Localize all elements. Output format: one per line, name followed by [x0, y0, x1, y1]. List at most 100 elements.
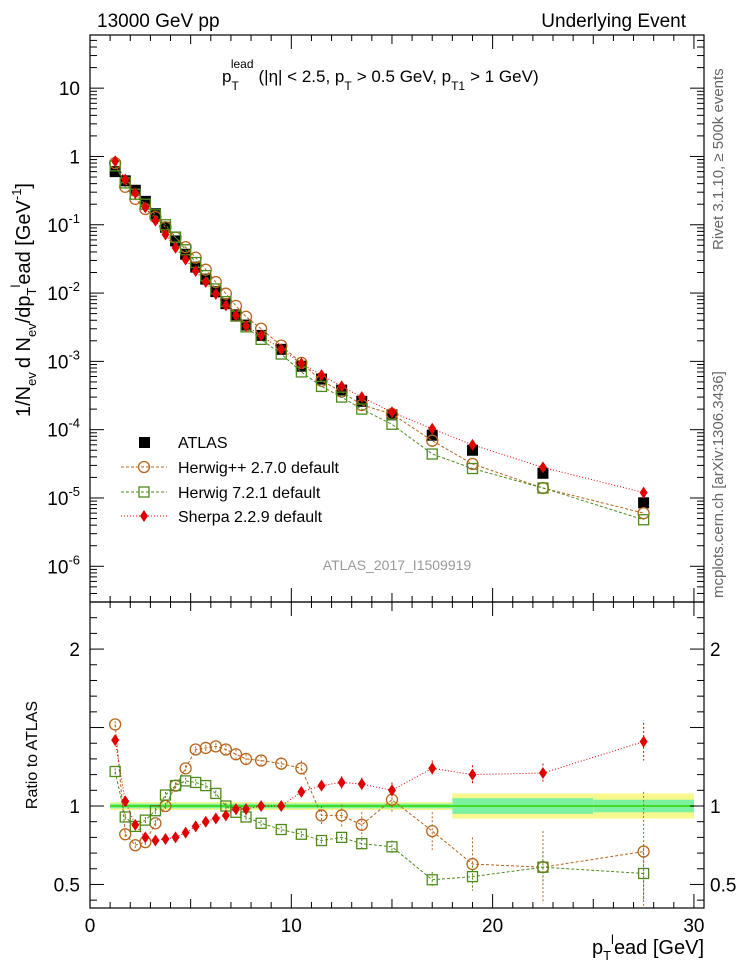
herwigpp-ratio-point — [426, 824, 439, 838]
sherpa-point — [111, 155, 120, 168]
herwig7-ratio-point — [149, 805, 162, 817]
herwigpp-ratio-point — [335, 809, 348, 822]
main-y-tick-label: 10 — [59, 79, 80, 100]
sherpa-point — [428, 422, 437, 435]
herwigpp-ratio-point — [109, 718, 122, 731]
ratio-y-tick-label: 1 — [69, 797, 80, 818]
sherpa-point — [468, 438, 477, 451]
sherpa-point — [171, 241, 180, 254]
sherpa-ratio-point — [211, 812, 220, 825]
sherpa-point — [538, 461, 547, 474]
sherpa-ratio-point — [297, 785, 306, 798]
herwigpp-point — [637, 506, 650, 520]
ratio-line-herwigpp — [114, 724, 644, 868]
ratio-y-tick-label-right: 2 — [710, 640, 721, 661]
herwigpp-ratio-point — [199, 741, 212, 755]
herwigpp-ratio-point — [229, 748, 243, 761]
sherpa-ratio-point — [171, 831, 180, 844]
header-right: Underlying Event — [541, 11, 686, 32]
herwig7-ratio-point — [335, 831, 348, 844]
herwig7-ratio-point — [426, 874, 438, 886]
herwig7-ratio-point — [255, 817, 267, 829]
herwig7-point — [537, 482, 549, 494]
main-y-tick-label: 10-5 — [47, 484, 80, 510]
herwig7-point — [386, 418, 398, 430]
herwigpp-ratio-point — [219, 743, 233, 756]
herwigpp-ratio-point — [254, 754, 268, 767]
ratio-panel: 0.5 0.51 12 20 10 20 30 Ratio to ATLAS pTlead … — [24, 601, 736, 963]
atlas-point — [149, 208, 161, 220]
sherpa-ratio-point — [181, 826, 190, 839]
herwigpp-ratio-point — [179, 762, 192, 775]
atlas-point — [109, 166, 121, 178]
herwig7-ratio-point — [466, 870, 479, 883]
x-tick-label: 10 — [281, 916, 302, 937]
sherpa-ratio-point — [277, 800, 286, 812]
legend-marker-atlas — [139, 437, 150, 448]
sherpa-point — [277, 343, 286, 356]
x-tick-label: 30 — [683, 916, 704, 937]
herwig7-point — [315, 380, 328, 393]
herwig7-ratio-point — [637, 867, 650, 880]
legend-label-herwig7: Herwig 7.2.1 default — [178, 485, 321, 502]
sherpa-ratio-point — [231, 803, 240, 816]
sherpa-ratio-point — [387, 784, 396, 797]
analysis-watermark: ATLAS_2017_I1509919 — [323, 557, 472, 573]
herwig7-point — [426, 448, 438, 460]
sherpa-ratio-point — [357, 778, 366, 791]
sherpa-ratio-point — [538, 767, 547, 780]
herwig7-point — [356, 403, 368, 415]
sherpa-ratio-point — [317, 779, 326, 792]
herwigpp-ratio-point — [355, 818, 368, 831]
herwig7-ratio-point — [139, 814, 152, 826]
sherpa-ratio-point — [221, 809, 230, 822]
main-ticks: 10-6 10-5 10-4 10-3 10-2 10-1 1 10 — [47, 34, 704, 603]
ratio-y-axis-label: Ratio to ATLAS — [24, 701, 41, 809]
herwig7-ratio-point — [159, 789, 172, 801]
herwigpp-ratio-point — [119, 828, 132, 841]
plot-title: pTlead(|η| < 2.5, pT > 0.5 GeV, pT1 > 1 Ge… — [222, 57, 539, 93]
herwigpp-ratio-point — [189, 743, 202, 756]
x-tick-label: 0 — [85, 916, 96, 937]
herwigpp-ratio-point — [466, 857, 479, 871]
mcplots-label: mcplots.cern.ch [arXiv:1306.3436] — [710, 371, 727, 598]
legend-marker-herwigpp — [137, 460, 151, 474]
herwigpp-ratio-point — [169, 779, 182, 792]
sherpa-ratio-point — [337, 776, 346, 789]
sherpa-point — [297, 357, 306, 370]
legend-label-sherpa: Sherpa 2.2.9 default — [178, 509, 323, 526]
herwig7-ratio-point — [356, 838, 368, 850]
sherpa-ratio-point — [242, 803, 251, 816]
main-series — [109, 155, 650, 526]
herwig7-ratio-point — [386, 841, 398, 853]
herwig7-ratio-point — [210, 787, 222, 800]
herwig7-ratio-point — [109, 765, 121, 778]
main-y-axis-label: 1/Nevd Nev/dpTlead [GeV-1] — [8, 183, 39, 417]
herwig7-ratio-point — [200, 779, 212, 792]
x-axis-label: pTlead [GeV] — [592, 932, 704, 963]
ratio-series — [109, 718, 650, 908]
legend-label-atlas: ATLAS — [178, 435, 228, 452]
sherpa-ratio-point — [639, 735, 648, 748]
sherpa-point — [201, 276, 210, 289]
sherpa-point — [191, 265, 200, 278]
ratio-y-tick-label-right: 0.5 — [710, 875, 736, 896]
main-panel: 10-6 10-5 10-4 10-3 10-2 10-1 1 10 pTlead(|η| <… — [8, 34, 705, 603]
sherpa-point — [161, 228, 170, 241]
main-y-tick-label: 10-1 — [47, 211, 80, 237]
sherpa-point — [131, 187, 140, 200]
sherpa-point — [337, 380, 346, 393]
rivet-label: Rivet 3.1.10, ≥ 500k events — [710, 68, 727, 250]
sherpa-point — [317, 369, 326, 382]
sherpa-point — [121, 173, 130, 186]
sherpa-point — [257, 329, 266, 342]
sherpa-ratio-point — [428, 762, 437, 775]
ratio-uncertainty-bands — [110, 793, 694, 819]
sherpa-point — [221, 299, 230, 312]
sherpa-ratio-point — [111, 734, 120, 747]
main-y-tick-label: 10-4 — [47, 416, 80, 442]
herwigpp-ratio-point — [315, 809, 328, 822]
sherpa-point — [242, 319, 251, 332]
sherpa-point — [231, 309, 240, 322]
sherpa-ratio-point — [141, 831, 150, 844]
